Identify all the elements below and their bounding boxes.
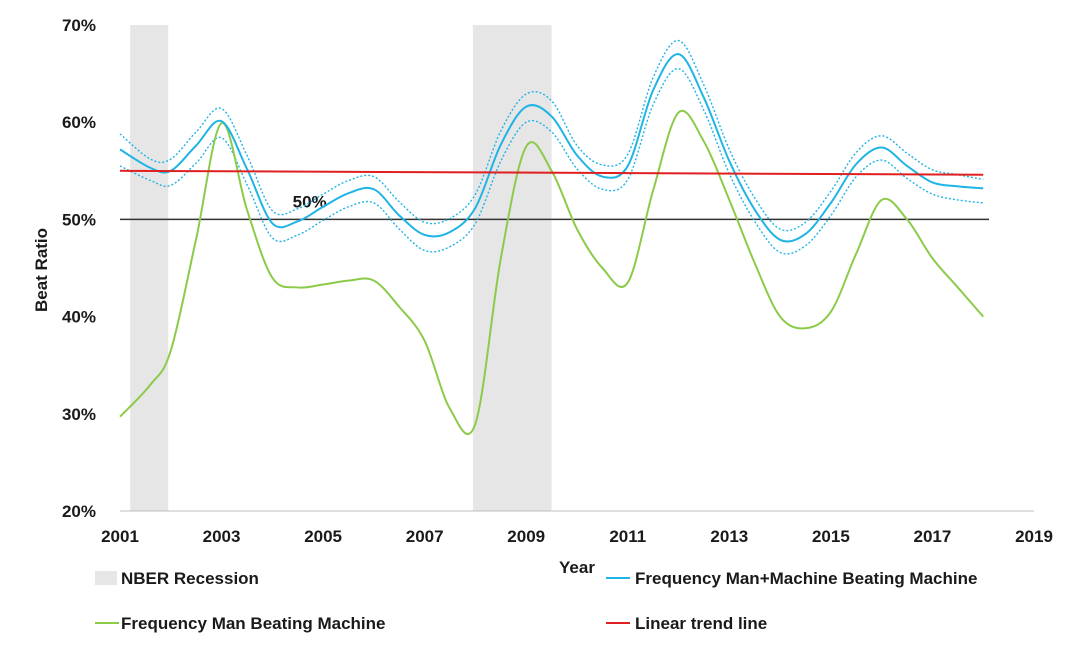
series-linear-trend-line — [119, 169, 984, 176]
series-man-beating-machine — [119, 109, 984, 435]
legend-swatch-recession — [95, 571, 117, 585]
recession-band-1 — [130, 25, 169, 511]
y-tick-label: 30% — [62, 405, 96, 424]
series-lines — [119, 39, 984, 435]
x-axis-title: Year — [559, 558, 595, 577]
recession-bands — [130, 25, 552, 511]
reference-line-group: 50% — [120, 192, 989, 221]
y-tick-label: 50% — [62, 210, 96, 229]
legend-label-man: Frequency Man Beating Machine — [121, 614, 386, 633]
y-axis-title: Beat Ratio — [32, 228, 51, 312]
legend: NBER Recession Frequency Man+Machine Bea… — [95, 569, 977, 633]
legend-label-recession: NBER Recession — [121, 569, 259, 588]
x-tick-label: 2001 — [101, 527, 139, 546]
legend-label-trend: Linear trend line — [635, 614, 767, 633]
x-tick-label: 2017 — [914, 527, 952, 546]
x-tick-label: 2011 — [609, 527, 646, 546]
y-tick-label: 70% — [62, 16, 96, 35]
x-tick-label: 2009 — [507, 527, 545, 546]
x-tick-label: 2003 — [203, 527, 241, 546]
x-axis-ticks: 2001 2003 2005 2007 2009 2011 2013 2015 2017 2019 — [101, 527, 1053, 546]
y-axis-ticks: 20% 30% 40% 50% 60% 70% — [62, 16, 96, 521]
x-tick-label: 2013 — [710, 527, 748, 546]
y-tick-label: 20% — [62, 502, 96, 521]
x-tick-label: 2015 — [812, 527, 850, 546]
recession-band-2 — [472, 25, 552, 511]
x-tick-label: 2007 — [406, 527, 444, 546]
series-man-machine-lower-band — [119, 68, 984, 255]
y-tick-label: 40% — [62, 308, 96, 327]
x-tick-label: 2019 — [1015, 527, 1053, 546]
x-tick-label: 2005 — [304, 527, 342, 546]
legend-label-man-machine: Frequency Man+Machine Beating Machine — [635, 569, 977, 588]
series-man-machine-beating-machine — [119, 53, 984, 243]
y-tick-label: 60% — [62, 113, 96, 132]
